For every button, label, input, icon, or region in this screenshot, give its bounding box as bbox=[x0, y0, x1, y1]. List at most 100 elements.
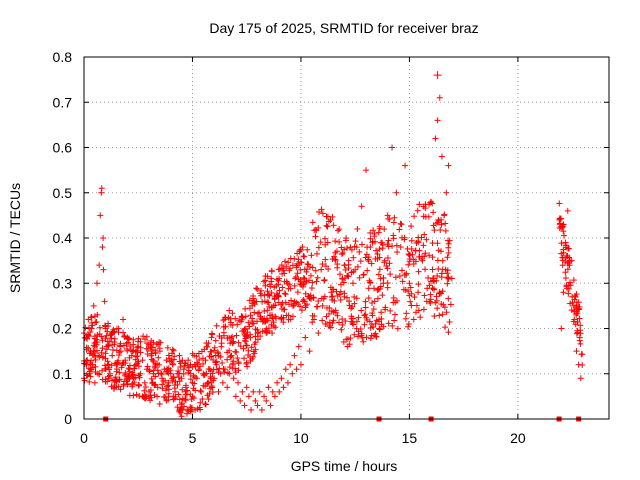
data-point bbox=[375, 229, 382, 236]
data-point bbox=[294, 270, 301, 277]
data-point bbox=[337, 281, 344, 288]
data-point bbox=[235, 379, 242, 386]
data-point bbox=[564, 266, 571, 273]
data-point bbox=[315, 298, 322, 305]
data-point bbox=[171, 353, 178, 360]
data-point bbox=[329, 296, 336, 303]
data-point bbox=[405, 320, 412, 327]
data-point bbox=[559, 224, 566, 231]
data-point bbox=[301, 275, 308, 282]
data-point bbox=[385, 237, 392, 244]
data-point bbox=[372, 330, 379, 337]
data-point bbox=[430, 209, 437, 216]
data-point bbox=[175, 368, 182, 375]
data-point bbox=[380, 274, 387, 281]
data-point bbox=[361, 321, 368, 328]
data-point bbox=[95, 352, 102, 359]
data-point bbox=[573, 306, 580, 313]
data-point bbox=[102, 355, 109, 362]
data-point bbox=[124, 334, 131, 341]
data-point bbox=[263, 397, 270, 404]
data-point bbox=[403, 271, 410, 278]
data-point bbox=[247, 312, 254, 319]
data-point bbox=[445, 329, 452, 336]
data-point bbox=[387, 307, 394, 314]
data-point bbox=[363, 314, 370, 321]
data-point bbox=[245, 351, 252, 358]
data-point bbox=[255, 329, 262, 336]
x-tick-label: 15 bbox=[402, 430, 418, 446]
data-point bbox=[111, 335, 118, 342]
data-point bbox=[309, 264, 316, 271]
data-point bbox=[560, 228, 567, 235]
data-point bbox=[309, 279, 316, 286]
data-point bbox=[227, 340, 234, 347]
data-point bbox=[252, 326, 259, 333]
data-point bbox=[237, 397, 244, 404]
data-point bbox=[256, 388, 263, 395]
data-point bbox=[322, 256, 329, 263]
data-point bbox=[164, 383, 171, 390]
data-point bbox=[159, 381, 166, 388]
data-point bbox=[265, 291, 272, 298]
data-point bbox=[339, 316, 346, 323]
data-point bbox=[165, 396, 172, 403]
data-point bbox=[221, 369, 228, 376]
data-point bbox=[402, 162, 409, 169]
data-point bbox=[389, 243, 396, 250]
data-point bbox=[427, 291, 434, 298]
data-point bbox=[175, 391, 182, 398]
data-point bbox=[210, 356, 217, 363]
data-point bbox=[248, 344, 255, 351]
data-point bbox=[376, 254, 383, 261]
data-point bbox=[312, 267, 319, 274]
data-point bbox=[390, 299, 397, 306]
data-point bbox=[565, 290, 572, 297]
data-point bbox=[221, 316, 228, 323]
data-point bbox=[247, 334, 254, 341]
data-point bbox=[438, 153, 445, 160]
data-point bbox=[229, 333, 236, 340]
data-point bbox=[335, 319, 342, 326]
data-point bbox=[355, 314, 362, 321]
data-point bbox=[177, 364, 184, 371]
data-point bbox=[332, 249, 339, 256]
data-point bbox=[398, 221, 405, 228]
data-point bbox=[357, 258, 364, 265]
data-point bbox=[191, 395, 198, 402]
data-point bbox=[370, 306, 377, 313]
data-point bbox=[97, 212, 104, 219]
data-point bbox=[158, 370, 165, 377]
data-point bbox=[408, 237, 415, 244]
data-point bbox=[287, 316, 294, 323]
data-point bbox=[152, 346, 159, 353]
data-point bbox=[233, 332, 240, 339]
data-point bbox=[571, 316, 578, 323]
data-point bbox=[122, 357, 129, 364]
data-point bbox=[345, 257, 352, 264]
data-point bbox=[159, 375, 166, 382]
data-point bbox=[278, 375, 285, 382]
data-point bbox=[181, 359, 188, 366]
data-point bbox=[201, 371, 208, 378]
data-point bbox=[360, 338, 367, 345]
data-point bbox=[380, 280, 387, 287]
data-point bbox=[407, 298, 414, 305]
data-point bbox=[92, 339, 99, 346]
data-point bbox=[264, 273, 271, 280]
data-point bbox=[312, 233, 319, 240]
data-point bbox=[577, 322, 584, 329]
data-point bbox=[273, 276, 280, 283]
data-point bbox=[165, 352, 172, 359]
data-point bbox=[350, 280, 357, 287]
data-point bbox=[133, 391, 140, 398]
data-point bbox=[89, 322, 96, 329]
data-point bbox=[443, 309, 450, 316]
data-point bbox=[336, 291, 343, 298]
data-point bbox=[384, 241, 391, 248]
data-point bbox=[203, 340, 210, 347]
data-point bbox=[279, 284, 286, 291]
data-point bbox=[444, 270, 451, 277]
data-point bbox=[150, 370, 157, 377]
data-point bbox=[445, 295, 452, 302]
